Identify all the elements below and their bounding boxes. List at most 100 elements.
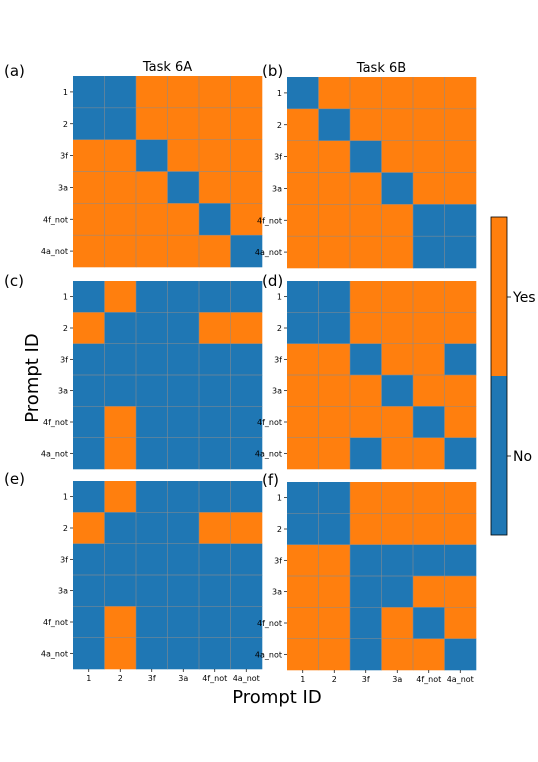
heatmap-cell <box>413 437 445 470</box>
heatmap-cell <box>167 281 200 313</box>
heatmap-cell <box>73 203 105 236</box>
heatmap-cell <box>104 637 137 670</box>
heatmap-cell <box>73 375 105 407</box>
heatmap-cell <box>167 107 200 140</box>
x-tick-label: 1 <box>300 675 305 684</box>
heatmap-cell <box>381 406 414 438</box>
heatmap-cell <box>444 236 477 269</box>
y-tick-label: 3f <box>274 355 282 364</box>
heatmap-panel: 1 2 3f 3a 4f_not 4a_not (b) Task 6B <box>255 61 477 269</box>
heatmap-cell <box>136 606 168 638</box>
heatmap-cell <box>230 543 263 576</box>
heatmap-cell <box>73 512 105 544</box>
y-tick-label: 2 <box>277 121 282 130</box>
y-tick-label: 1 <box>277 89 282 98</box>
heatmap-cell <box>73 406 105 438</box>
heatmap-cell <box>199 107 231 140</box>
panel-title: Task 6B <box>356 61 406 76</box>
y-tick-label: 2 <box>277 525 282 534</box>
heatmap-cell <box>230 575 263 607</box>
heatmap-cell <box>167 543 200 576</box>
heatmap-cell <box>444 607 477 639</box>
heatmap-cell <box>287 281 319 313</box>
heatmap-cell <box>104 171 137 204</box>
heatmap-cell <box>199 76 231 109</box>
heatmap-cell <box>413 140 445 173</box>
heatmap-cell <box>318 406 351 438</box>
y-tick-label: 3f <box>60 152 68 161</box>
heatmap-cell <box>350 482 382 514</box>
heatmap-cell <box>136 235 168 268</box>
heatmap-cell <box>167 512 200 544</box>
panel-label: (d) <box>262 272 283 290</box>
heatmap-cell <box>167 203 200 236</box>
heatmap-cell <box>104 375 137 407</box>
heatmap-cell <box>318 108 351 141</box>
heatmap-cell <box>287 638 319 671</box>
heatmap-cell <box>287 236 319 269</box>
heatmap-cell <box>381 108 414 141</box>
heatmap-cell <box>350 172 382 205</box>
heatmap-cell <box>381 544 414 577</box>
heatmap-cell <box>136 437 168 470</box>
y-tick-label: 4a_not <box>41 449 68 458</box>
heatmap-cell <box>444 343 477 376</box>
heatmap-cell <box>136 375 168 407</box>
heatmap-cell <box>199 343 231 376</box>
heatmap-cell <box>413 108 445 141</box>
panel-title: Task 6A <box>142 60 192 75</box>
y-tick-label: 2 <box>277 324 282 333</box>
heatmap-cell <box>230 203 263 236</box>
y-tick-label: 4a_not <box>41 649 68 658</box>
heatmap-cell <box>444 437 477 470</box>
heatmap-cell <box>318 375 351 407</box>
heatmap-cell <box>199 512 231 544</box>
heatmap-cell <box>381 576 414 608</box>
y-tick-label: 3a <box>58 587 68 596</box>
colorbar-no-segment <box>491 376 507 535</box>
heatmap-cell <box>381 77 414 110</box>
heatmap-cell <box>199 481 231 513</box>
heatmap-cell <box>167 406 200 438</box>
heatmap-cell <box>350 108 382 141</box>
heatmap-cell <box>350 638 382 671</box>
heatmap-panel: 1 2 3f 3a 4f_not 4a_not (c) <box>4 272 263 470</box>
y-tick-label: 4a_not <box>255 650 282 659</box>
heatmap-cell <box>350 576 382 608</box>
heatmap-cell <box>381 312 414 344</box>
y-tick-label: 2 <box>63 524 68 533</box>
heatmap-cell <box>73 481 105 513</box>
heatmap-cell <box>199 375 231 407</box>
colorbar-label-yes: Yes <box>512 290 536 306</box>
colorbar: Yes No <box>490 216 536 536</box>
heatmap-cell <box>350 140 382 173</box>
heatmap-cell <box>318 204 351 237</box>
heatmap-cell <box>350 77 382 110</box>
y-tick-label: 4f_not <box>43 215 68 224</box>
y-tick-label: 4f_not <box>43 618 68 627</box>
heatmap-cell <box>318 312 351 344</box>
x-tick-label: 4f_not <box>202 674 227 683</box>
heatmap-cell <box>350 204 382 237</box>
y-tick-label: 4f_not <box>43 418 68 427</box>
heatmap-cell <box>199 437 231 470</box>
heatmap-cell <box>104 406 137 438</box>
heatmap-cell <box>318 140 351 173</box>
heatmap-cell <box>413 281 445 313</box>
heatmap-cell <box>318 236 351 269</box>
heatmap-cell <box>230 139 263 172</box>
heatmap-cell <box>230 312 263 344</box>
heatmap-cell <box>287 108 319 141</box>
heatmap-cell <box>350 375 382 407</box>
panels: 1 2 3f 3a 4f_not 4a_not (a) Task 6A 1 2 3f 3a 4f_not… <box>4 60 477 684</box>
y-tick-label: 3a <box>272 387 282 396</box>
heatmap-cell <box>167 637 200 670</box>
y-tick-label: 3f <box>60 555 68 564</box>
heatmap-cell <box>73 139 105 172</box>
heatmap-cell <box>381 482 414 514</box>
heatmap-cell <box>136 512 168 544</box>
heatmap-cell <box>413 607 445 639</box>
heatmap-cell <box>287 204 319 237</box>
heatmap-cell <box>199 575 231 607</box>
heatmap-cell <box>230 281 263 313</box>
